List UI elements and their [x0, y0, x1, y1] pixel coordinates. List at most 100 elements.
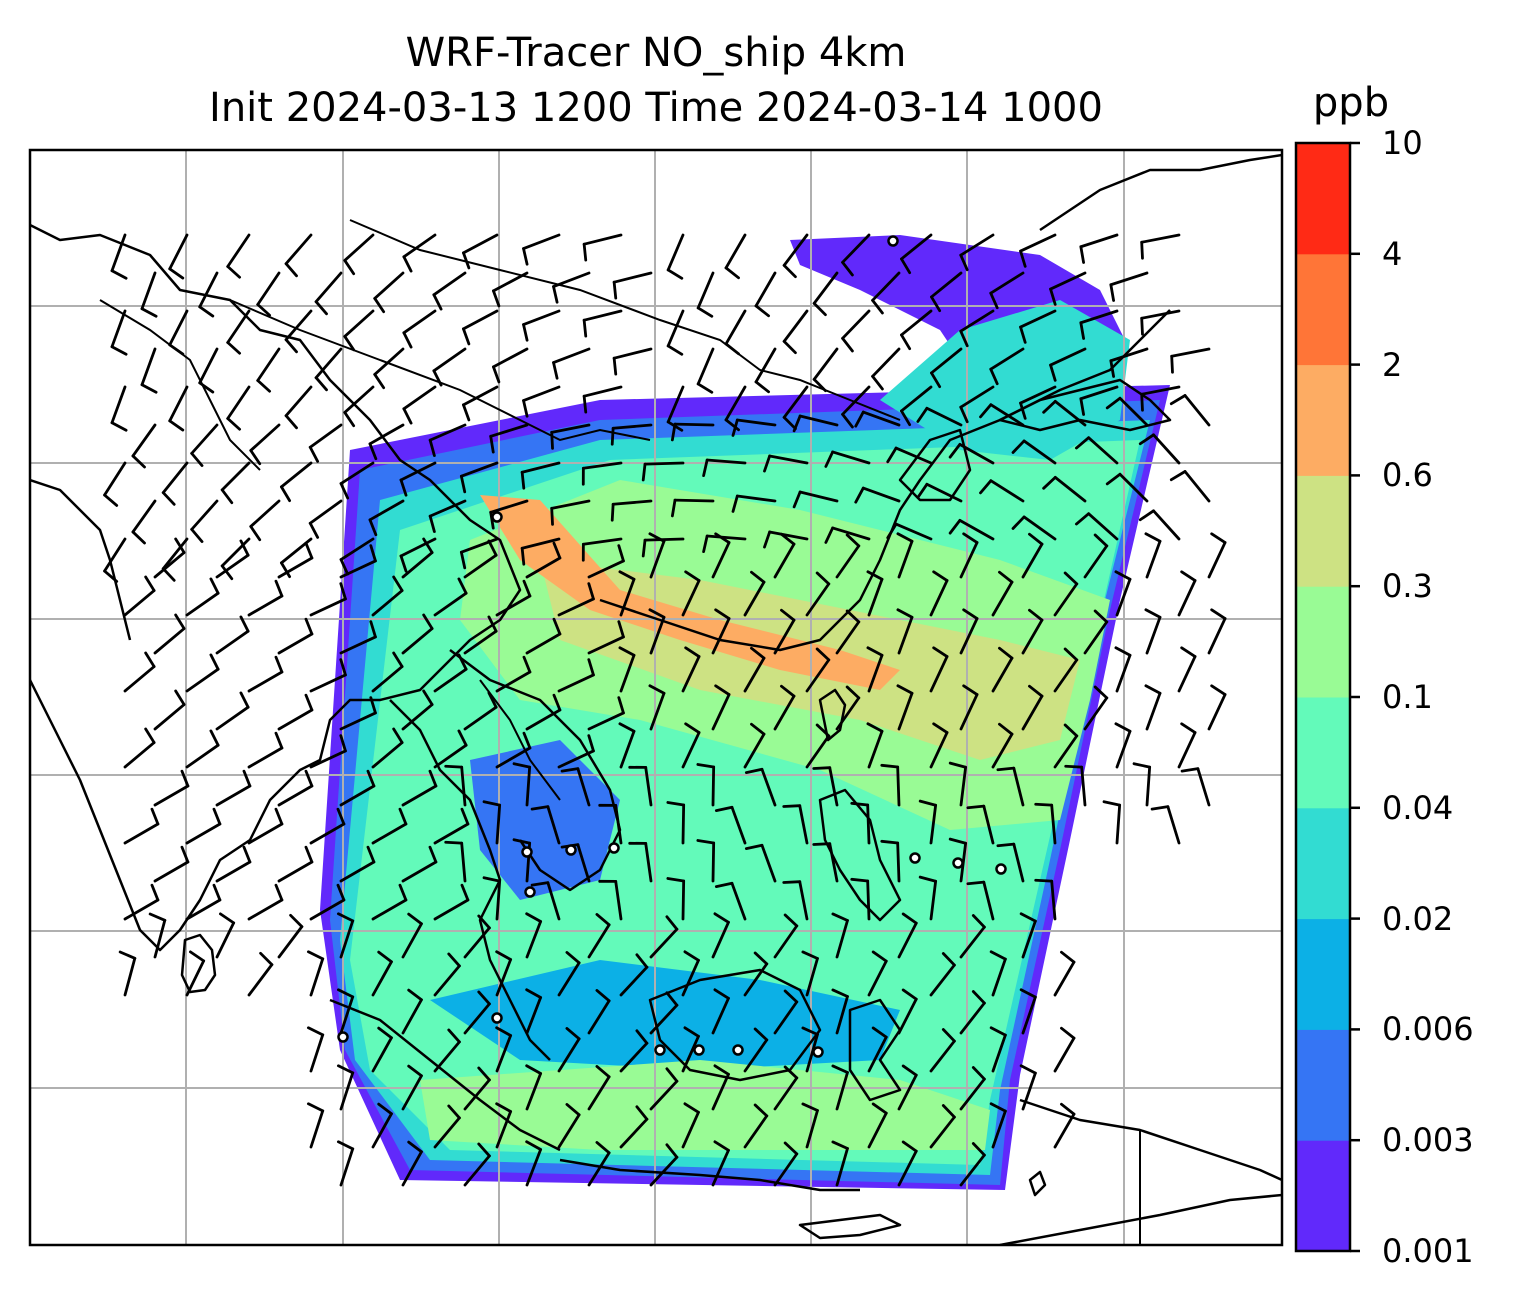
wind-barb: [959, 608, 979, 655]
wind-barb: [743, 570, 766, 617]
wind-barb: [711, 532, 731, 579]
wind-barb: [103, 537, 127, 583]
coastline-australia-north: [999, 1193, 1282, 1245]
colorbar-swatch: [1296, 1029, 1350, 1141]
wind-barb: [959, 309, 995, 348]
wind-barb: [489, 499, 529, 530]
wind-barb: [314, 271, 343, 316]
wind-barb: [256, 347, 281, 393]
border-china-mongolia: [229, 299, 651, 442]
wind-barb: [618, 570, 636, 617]
station-marker: [337, 1031, 349, 1043]
wind-barb: [966, 804, 995, 845]
wind-barb: [831, 1064, 849, 1111]
wind-barb: [681, 950, 700, 997]
wind-barb: [277, 845, 314, 883]
wind-barb: [670, 422, 715, 442]
wind-barb: [996, 766, 1025, 807]
tracer-band-blue-south: [430, 960, 900, 1070]
wind-barb: [835, 685, 861, 731]
wind-barb: [371, 651, 404, 693]
wind-barb: [831, 912, 849, 959]
wind-barb: [525, 988, 543, 1035]
wind-barb: [743, 1103, 769, 1149]
colorbar-tick-label: 0.02: [1382, 899, 1454, 938]
colorbar-swatch: [1296, 475, 1350, 587]
wind-barb: [552, 271, 591, 304]
wind-barb: [948, 519, 995, 541]
wind-barb: [1207, 532, 1227, 579]
wind-barb: [711, 1140, 730, 1187]
wind-barb: [118, 950, 137, 997]
wind-barb: [959, 914, 986, 959]
wind-barb: [1083, 609, 1109, 655]
wind-barb: [1083, 533, 1109, 579]
wind-barb: [805, 571, 831, 617]
wind-barb: [495, 950, 513, 997]
wind-barb: [812, 347, 839, 393]
wind-barb: [1132, 762, 1152, 807]
wind-barb: [649, 1067, 679, 1111]
colorbar-swatch: [1296, 253, 1350, 366]
wind-barb: [1105, 472, 1149, 503]
wind-barb: [1053, 1102, 1076, 1149]
wind-barb: [880, 839, 901, 883]
wind-barb: [618, 722, 636, 769]
wind-barb: [896, 608, 914, 655]
wind-barb: [641, 461, 685, 482]
wind-barb: [773, 913, 799, 959]
wind-barb: [886, 522, 933, 541]
wind-barb: [854, 486, 901, 504]
wind-barb: [489, 423, 529, 454]
wind-barb: [308, 423, 343, 463]
wind-barb: [587, 620, 625, 655]
wind-barb: [459, 461, 499, 494]
coastline-japan: [998, 378, 1172, 432]
wind-barb: [277, 693, 314, 731]
wind-barb: [1105, 396, 1149, 427]
wind-barb: [841, 309, 871, 353]
wind-barb: [696, 271, 715, 318]
wind-barb: [991, 570, 1014, 617]
wind-barb: [805, 647, 831, 693]
wind-barb: [463, 1066, 491, 1111]
wind-barb: [666, 877, 686, 921]
wind-barb: [989, 950, 1007, 997]
wind-barb: [153, 769, 190, 807]
wind-barb: [1053, 950, 1076, 997]
wind-barb: [886, 446, 933, 465]
wind-barb: [402, 309, 437, 349]
wind-barb: [459, 537, 499, 570]
wind-barb: [782, 804, 809, 845]
wind-barb: [612, 271, 653, 300]
wind-barb: [215, 912, 236, 959]
wind-barb: [867, 950, 888, 997]
colorbar: [1294, 141, 1360, 1253]
wind-barb: [731, 418, 777, 437]
wind-barb: [1053, 723, 1079, 769]
wind-barb: [284, 309, 313, 354]
wind-barb: [401, 1064, 423, 1111]
wind-barb: [801, 1026, 819, 1073]
wind-barb: [560, 767, 591, 807]
wind-barb: [666, 233, 685, 280]
wind-barb: [343, 385, 375, 428]
colorbar-swatch: [1296, 143, 1350, 255]
coastline-borneo: [648, 968, 822, 1082]
wind-barb: [247, 807, 284, 845]
wind-barb: [401, 845, 438, 883]
wind-barb: [198, 347, 219, 394]
wind-barbs: [103, 233, 1227, 1187]
wind-barb: [1144, 608, 1162, 655]
wind-barb: [428, 423, 467, 457]
wind-barb: [948, 761, 968, 807]
wind-barb: [916, 406, 963, 427]
wind-barb: [1042, 399, 1087, 427]
wind-barb: [724, 233, 747, 280]
station-marker: [952, 857, 964, 869]
wind-barb: [782, 880, 809, 921]
wind-barb: [773, 1141, 799, 1187]
wind-barb: [991, 646, 1014, 693]
station-marker: [995, 863, 1007, 875]
coastline-china: [599, 309, 1171, 652]
